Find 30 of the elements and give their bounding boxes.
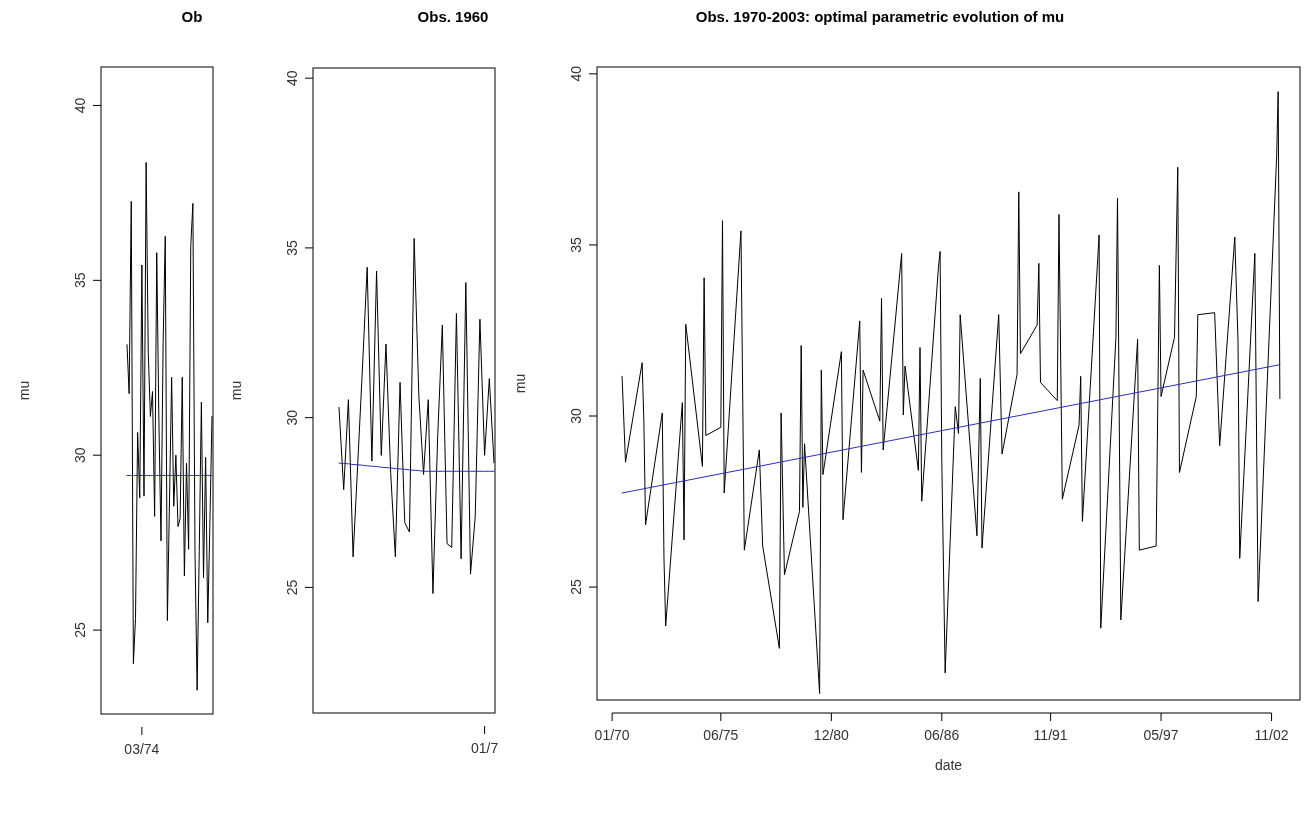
y-axis-title: mu [512,373,528,394]
y-axis-title: mu [16,380,32,401]
x-tick-label: 06/75 [703,727,739,743]
chart-title: Obs. 1970-2003: optimal parametric evolution of mu [695,8,1065,25]
chart-title: Obs. 1960 [417,8,489,25]
y-tick-label: 40 [284,70,300,86]
y-tick-label: 35 [284,239,300,256]
x-tick-label: 11/91 [1033,727,1068,743]
y-tick-label: 25 [72,622,88,638]
x-tick-label: 03/74 [124,741,160,757]
y-axis-title: mu [228,380,244,401]
y-tick-label: 35 [568,236,584,253]
x-tick-label: 01/70 [594,727,630,743]
x-tick-label: 11/02 [1254,727,1289,743]
x-tick-label: 05/97 [1143,727,1179,743]
y-tick-label: 30 [72,447,88,463]
line-series [338,462,495,472]
y-tick-label: 35 [72,272,88,289]
x-axis-title: date [934,757,963,773]
x-tick-label: 06/86 [924,727,960,743]
y-tick-label: 40 [568,65,584,82]
chart-title: Ob [181,8,203,25]
x-tick-label: 01/7 [470,740,499,756]
line-series [621,91,1281,694]
y-tick-label: 25 [284,579,300,596]
y-tick-label: 40 [72,97,88,114]
y-tick-label: 30 [284,409,300,426]
y-tick-label: 25 [568,579,584,595]
x-tick-label: 12/80 [813,727,850,743]
y-tick-label: 30 [568,408,584,424]
